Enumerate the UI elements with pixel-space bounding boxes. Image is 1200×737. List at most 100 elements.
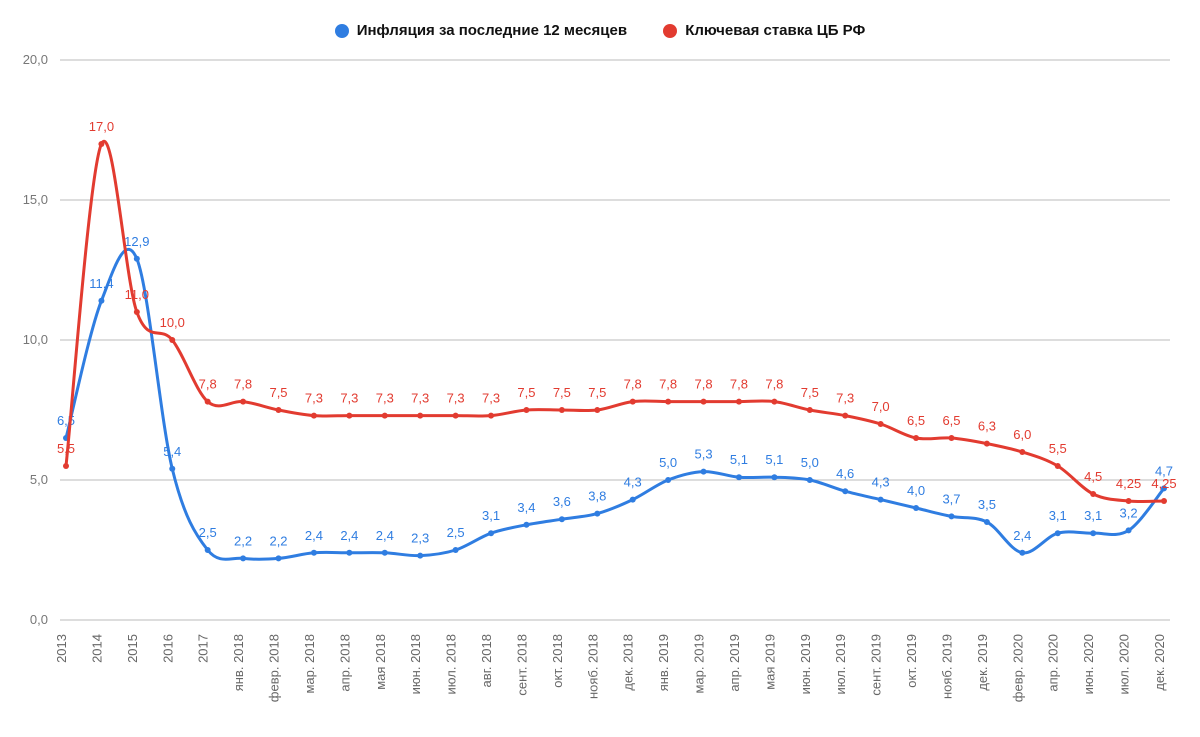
- x-tick-label: сент. 2018: [514, 634, 529, 696]
- value-label-inflation: 2,3: [411, 531, 429, 546]
- y-tick-label: 20,0: [23, 52, 48, 67]
- series-marker-key_rate: [1126, 498, 1132, 504]
- value-label-key_rate: 6,3: [978, 419, 996, 434]
- value-label-inflation: 5,0: [801, 455, 819, 470]
- value-label-key_rate: 7,8: [695, 377, 713, 392]
- value-label-key_rate: 6,5: [942, 413, 960, 428]
- value-label-key_rate: 4,25: [1151, 476, 1176, 491]
- y-tick-label: 15,0: [23, 192, 48, 207]
- x-tick-label: нояб. 2018: [585, 634, 600, 699]
- value-label-inflation: 4,6: [836, 466, 854, 481]
- series-marker-key_rate: [346, 413, 352, 419]
- series-marker-key_rate: [205, 399, 211, 405]
- value-label-inflation: 5,4: [163, 444, 181, 459]
- value-label-key_rate: 7,8: [234, 377, 252, 392]
- series-marker-inflation: [771, 474, 777, 480]
- value-label-key_rate: 7,3: [482, 391, 500, 406]
- x-tick-label: авг. 2018: [479, 634, 494, 687]
- value-label-key_rate: 7,3: [447, 391, 465, 406]
- series-marker-key_rate: [1161, 498, 1167, 504]
- series-marker-inflation: [1126, 527, 1132, 533]
- value-label-inflation: 3,1: [1084, 508, 1102, 523]
- value-label-inflation: 3,7: [942, 491, 960, 506]
- value-label-inflation: 3,4: [517, 500, 535, 515]
- series-marker-key_rate: [63, 463, 69, 469]
- series-marker-inflation: [701, 469, 707, 475]
- series-marker-key_rate: [382, 413, 388, 419]
- series-marker-key_rate: [594, 407, 600, 413]
- series-marker-key_rate: [453, 413, 459, 419]
- series-marker-inflation: [948, 513, 954, 519]
- series-marker-key_rate: [842, 413, 848, 419]
- series-marker-inflation: [736, 474, 742, 480]
- series-marker-inflation: [134, 256, 140, 262]
- y-tick-label: 0,0: [30, 612, 48, 627]
- x-tick-label: янв. 2019: [656, 634, 671, 691]
- x-tick-label: мая 2019: [762, 634, 777, 690]
- series-marker-inflation: [807, 477, 813, 483]
- value-label-inflation: 6,5: [57, 413, 75, 428]
- series-marker-inflation: [382, 550, 388, 556]
- x-tick-label: 2014: [89, 634, 104, 663]
- value-label-key_rate: 11,0: [125, 287, 149, 302]
- value-label-inflation: 11,4: [89, 276, 113, 291]
- series-marker-inflation: [1055, 530, 1061, 536]
- series-marker-key_rate: [169, 337, 175, 343]
- value-label-inflation: 3,1: [1049, 508, 1067, 523]
- value-label-inflation: 2,2: [269, 533, 287, 548]
- value-label-key_rate: 7,5: [269, 385, 287, 400]
- series-marker-inflation: [240, 555, 246, 561]
- value-label-inflation: 5,0: [659, 455, 677, 470]
- value-label-inflation: 3,5: [978, 497, 996, 512]
- y-tick-label: 10,0: [23, 332, 48, 347]
- x-tick-label: дек. 2019: [975, 634, 990, 691]
- series-marker-key_rate: [417, 413, 423, 419]
- series-marker-key_rate: [701, 399, 707, 405]
- x-tick-label: 2015: [125, 634, 140, 663]
- series-marker-inflation: [913, 505, 919, 511]
- chart-container: Инфляция за последние 12 месяцев Ключева…: [0, 0, 1200, 737]
- value-label-key_rate: 7,5: [588, 385, 606, 400]
- series-marker-key_rate: [134, 309, 140, 315]
- series-marker-inflation: [488, 530, 494, 536]
- value-label-key_rate: 7,8: [199, 377, 217, 392]
- series-marker-key_rate: [523, 407, 529, 413]
- value-label-key_rate: 6,5: [907, 413, 925, 428]
- series-marker-inflation: [665, 477, 671, 483]
- series-marker-inflation: [311, 550, 317, 556]
- x-tick-label: февр. 2020: [1010, 634, 1025, 702]
- plot-area: 0,05,010,015,020,020132014201520162017ян…: [0, 0, 1200, 737]
- series-marker-key_rate: [913, 435, 919, 441]
- value-label-inflation: 4,3: [872, 475, 890, 490]
- series-marker-key_rate: [276, 407, 282, 413]
- x-tick-label: янв. 2018: [231, 634, 246, 691]
- series-marker-inflation: [205, 547, 211, 553]
- series-marker-key_rate: [771, 399, 777, 405]
- series-marker-inflation: [523, 522, 529, 528]
- value-label-key_rate: 7,8: [730, 377, 748, 392]
- value-label-key_rate: 4,25: [1116, 476, 1141, 491]
- x-tick-label: дек. 2018: [621, 634, 636, 691]
- value-label-key_rate: 7,5: [553, 385, 571, 400]
- x-tick-label: апр. 2020: [1046, 634, 1061, 692]
- series-marker-key_rate: [488, 413, 494, 419]
- y-tick-label: 5,0: [30, 472, 48, 487]
- value-label-key_rate: 17,0: [89, 119, 114, 134]
- series-marker-key_rate: [98, 141, 104, 147]
- value-label-key_rate: 5,5: [1049, 441, 1067, 456]
- value-label-key_rate: 7,8: [765, 377, 783, 392]
- value-label-inflation: 3,8: [588, 489, 606, 504]
- value-label-key_rate: 7,3: [340, 391, 358, 406]
- x-tick-label: июл. 2018: [444, 634, 459, 694]
- series-marker-inflation: [1090, 530, 1096, 536]
- x-tick-label: 2013: [54, 634, 69, 663]
- series-marker-key_rate: [807, 407, 813, 413]
- x-tick-label: июн. 2019: [798, 634, 813, 694]
- value-label-inflation: 2,4: [340, 528, 358, 543]
- x-tick-label: апр. 2019: [727, 634, 742, 692]
- series-marker-inflation: [453, 547, 459, 553]
- x-tick-label: сент. 2019: [869, 634, 884, 696]
- value-label-key_rate: 7,3: [305, 391, 323, 406]
- series-marker-inflation: [417, 553, 423, 559]
- value-label-key_rate: 7,3: [376, 391, 394, 406]
